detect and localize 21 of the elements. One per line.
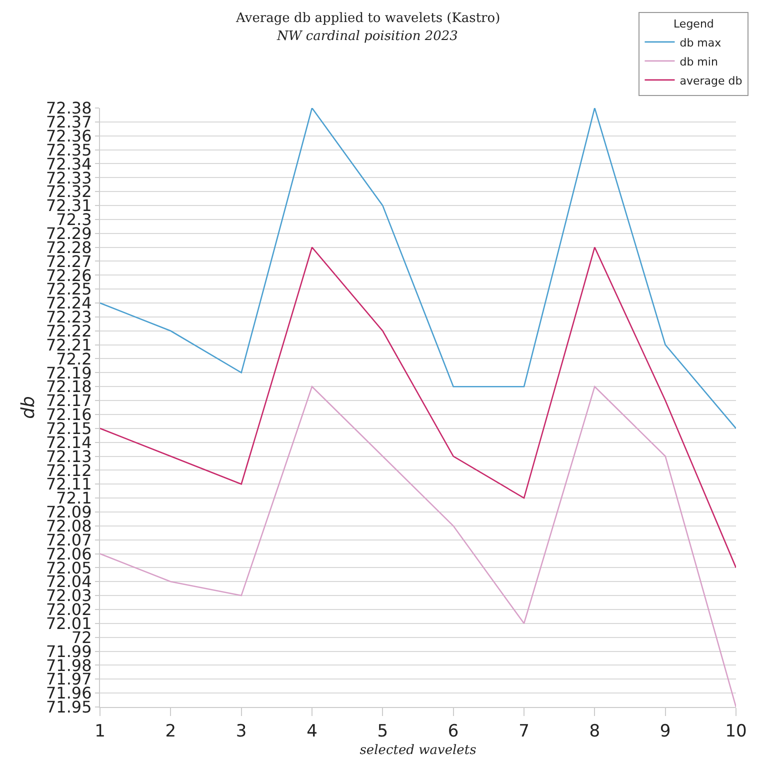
x-axis-title: selected wavelets: [360, 743, 477, 758]
line-series: [100, 246, 736, 568]
legend-label: db max: [680, 36, 722, 50]
x-tick-label: 4: [306, 721, 318, 742]
x-tick-label: 1: [94, 721, 106, 742]
x-tick-label: 8: [589, 721, 600, 742]
chart-title: Average db applied to wavelets (Kastro): [235, 11, 500, 26]
x-tick-label: 6: [448, 721, 459, 742]
y-axis-title: db: [18, 396, 40, 419]
x-tick-label: 2: [165, 721, 176, 742]
x-tick-label: 5: [377, 721, 388, 742]
x-tick-label: 10: [725, 721, 747, 742]
line-series: [100, 108, 736, 430]
x-tick-label: 7: [518, 721, 530, 742]
chart-subtitle: NW cardinal poisition 2023: [276, 29, 458, 44]
x-tick-label: 3: [236, 721, 247, 742]
legend-label: db min: [680, 55, 718, 68]
y-tick-label: 71.95: [46, 698, 92, 717]
legend-title: Legend: [674, 17, 714, 30]
x-tick-label: 9: [660, 721, 671, 742]
legend-label: average db: [680, 74, 742, 88]
